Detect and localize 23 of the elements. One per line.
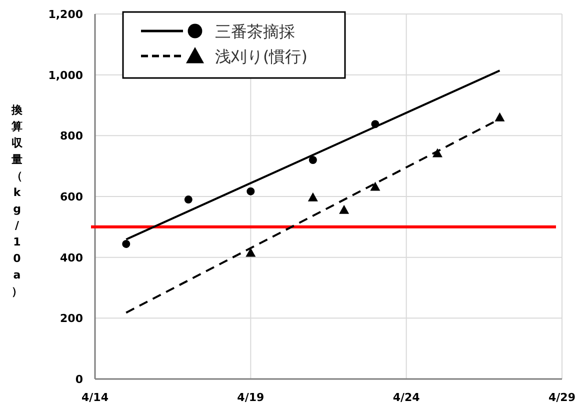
point [246, 248, 256, 257]
point [184, 196, 192, 204]
y-tick-label: 1,200 [48, 8, 84, 21]
point [370, 182, 380, 191]
point [308, 192, 318, 202]
point [494, 112, 505, 122]
text: 換算収量（kg/10a） [12, 103, 22, 298]
point [308, 156, 317, 164]
x-tick-label: 4/24 [392, 391, 420, 404]
legend-label: 三番茶摘採 [215, 22, 295, 41]
legend-label: 浅刈り(慣行) [215, 47, 308, 66]
y-tick-label: 800 [60, 130, 84, 143]
point [122, 240, 130, 248]
y-tick-label: 600 [60, 190, 84, 204]
y-tick-label: 400 [60, 251, 84, 264]
x-tick-label: 4/29 [548, 391, 576, 404]
x-tick-label: 4/19 [237, 391, 264, 404]
y-tick-label: 1,000 [48, 68, 84, 82]
point [339, 204, 350, 214]
y-tick-label: 200 [60, 312, 84, 326]
point [246, 187, 255, 196]
x-tick-label: 4/14 [82, 391, 109, 404]
y-tick-label: 0 [75, 373, 84, 386]
